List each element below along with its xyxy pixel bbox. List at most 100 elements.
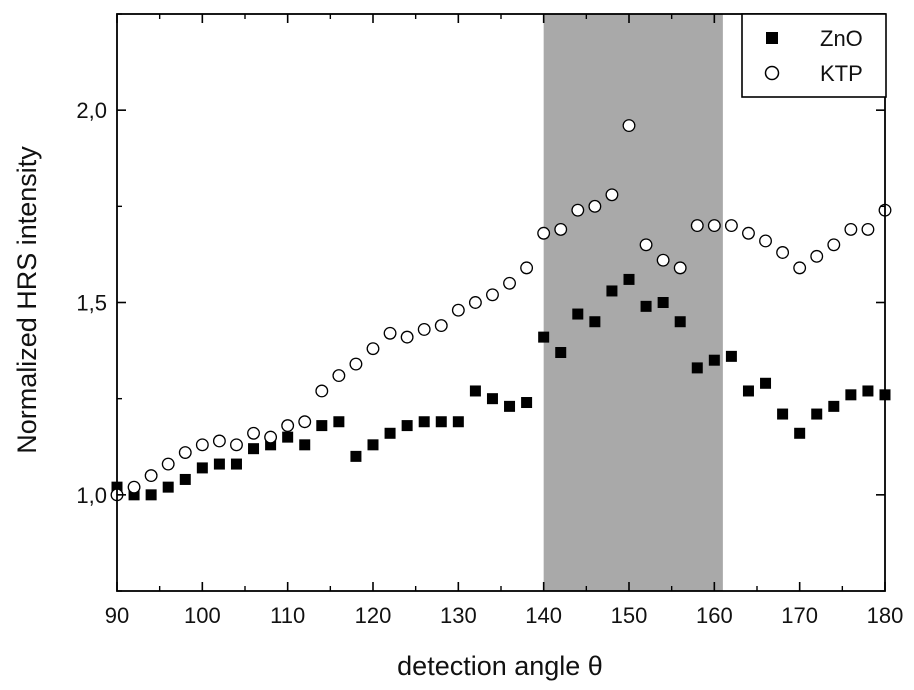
zno-point bbox=[657, 297, 669, 308]
zno-point bbox=[435, 416, 447, 428]
x-tick-label: 160 bbox=[696, 603, 733, 628]
ktp-point bbox=[503, 276, 516, 290]
ktp-point bbox=[144, 469, 158, 483]
zno-point bbox=[213, 458, 225, 470]
zno-point bbox=[418, 416, 430, 428]
y-tick-label: 1,0 bbox=[76, 483, 107, 508]
zno-point bbox=[606, 285, 618, 297]
zno-point bbox=[538, 331, 550, 343]
x-axis-title: detection angle θ bbox=[397, 651, 603, 681]
ktp-point bbox=[315, 384, 329, 398]
x-tick-label: 150 bbox=[611, 603, 648, 628]
ktp-point bbox=[332, 369, 346, 383]
zno-point bbox=[367, 439, 379, 451]
zno-point bbox=[299, 439, 311, 451]
ktp-point bbox=[298, 415, 312, 429]
legend-zno-label: ZnO bbox=[820, 26, 863, 51]
legend-ktp-label: KTP bbox=[820, 61, 863, 86]
zno-point bbox=[469, 385, 481, 397]
x-tick-label: 120 bbox=[355, 603, 392, 628]
zno-point bbox=[196, 462, 208, 474]
ktp-point bbox=[690, 219, 704, 233]
y-tick-label: 1,5 bbox=[76, 291, 107, 316]
x-tick-label: 170 bbox=[781, 603, 818, 628]
ktp-point bbox=[537, 226, 551, 240]
zno-point bbox=[452, 416, 464, 428]
ktp-point bbox=[161, 457, 175, 471]
zno-point bbox=[179, 473, 191, 485]
zno-point bbox=[777, 408, 789, 420]
ktp-point bbox=[468, 296, 482, 309]
ktp-point bbox=[724, 219, 738, 233]
ktp-point bbox=[554, 222, 568, 236]
ktp-point bbox=[861, 222, 875, 236]
ktp-point bbox=[366, 342, 380, 356]
ktp-point bbox=[571, 203, 585, 217]
zno-point bbox=[640, 300, 652, 312]
y-tick-label: 2,0 bbox=[76, 98, 107, 123]
legend-ktp-marker bbox=[764, 65, 780, 81]
ktp-point bbox=[810, 249, 824, 263]
zno-point bbox=[282, 431, 294, 443]
ktp-point bbox=[707, 219, 721, 233]
ktp-point bbox=[230, 438, 243, 452]
zno-point bbox=[725, 350, 737, 362]
ktp-point bbox=[844, 222, 858, 236]
zno-point bbox=[401, 420, 413, 432]
ktp-point bbox=[247, 426, 260, 440]
x-axis-ticks: 90 100 110 120 130 140 150 160 170 180 bbox=[105, 14, 904, 628]
zno-point bbox=[162, 481, 174, 493]
plot-frame bbox=[116, 13, 886, 592]
zno-point bbox=[486, 393, 498, 405]
legend-box bbox=[741, 13, 887, 98]
ktp-point bbox=[759, 234, 772, 248]
zno-point bbox=[521, 397, 533, 409]
zno-point bbox=[316, 420, 328, 432]
zno-point bbox=[504, 400, 516, 412]
ktp-point bbox=[639, 238, 653, 252]
ktp-point bbox=[212, 434, 226, 448]
zno-point bbox=[555, 347, 567, 359]
legend: ZnO KTP bbox=[741, 13, 887, 98]
zno-point bbox=[760, 377, 772, 389]
ktp-point bbox=[195, 438, 209, 452]
zno-point bbox=[742, 385, 754, 397]
zno-point bbox=[811, 408, 823, 420]
zno-point bbox=[623, 273, 635, 285]
x-tick-label: 180 bbox=[867, 603, 904, 628]
zno-point bbox=[128, 489, 140, 501]
ktp-point bbox=[400, 330, 414, 344]
ktp-point bbox=[349, 357, 363, 371]
zno-point bbox=[862, 385, 874, 397]
ktp-point bbox=[264, 430, 278, 444]
ktp-point bbox=[588, 199, 602, 213]
zno-point bbox=[674, 316, 686, 328]
ktp-point bbox=[776, 246, 790, 259]
y-axis-ticks: 1,0 1,5 2,0 bbox=[76, 13, 885, 592]
x-tick-label: 130 bbox=[440, 603, 477, 628]
x-tick-label: 100 bbox=[184, 603, 221, 628]
ktp-point bbox=[417, 322, 431, 336]
ktp-point bbox=[793, 261, 807, 275]
ktp-point bbox=[520, 261, 534, 275]
ktp-point bbox=[486, 288, 499, 302]
ktp-point bbox=[383, 326, 397, 340]
zno-point bbox=[333, 416, 345, 428]
zno-point bbox=[572, 308, 584, 320]
ktp-point bbox=[451, 303, 465, 317]
ktp-point bbox=[605, 188, 619, 202]
x-tick-label: 140 bbox=[525, 603, 562, 628]
zno-point bbox=[794, 427, 806, 439]
legend-zno-marker bbox=[766, 32, 778, 44]
zno-point bbox=[708, 354, 720, 366]
y-axis-title: Normalized HRS intensity bbox=[12, 146, 42, 454]
ktp-point bbox=[656, 253, 670, 267]
ktp-point bbox=[622, 119, 636, 133]
shaded-region bbox=[543, 14, 723, 591]
zno-point bbox=[384, 427, 396, 439]
ktp-point bbox=[673, 261, 687, 275]
zno-point bbox=[350, 450, 362, 462]
data-points bbox=[110, 119, 892, 502]
zno-point bbox=[828, 400, 840, 412]
